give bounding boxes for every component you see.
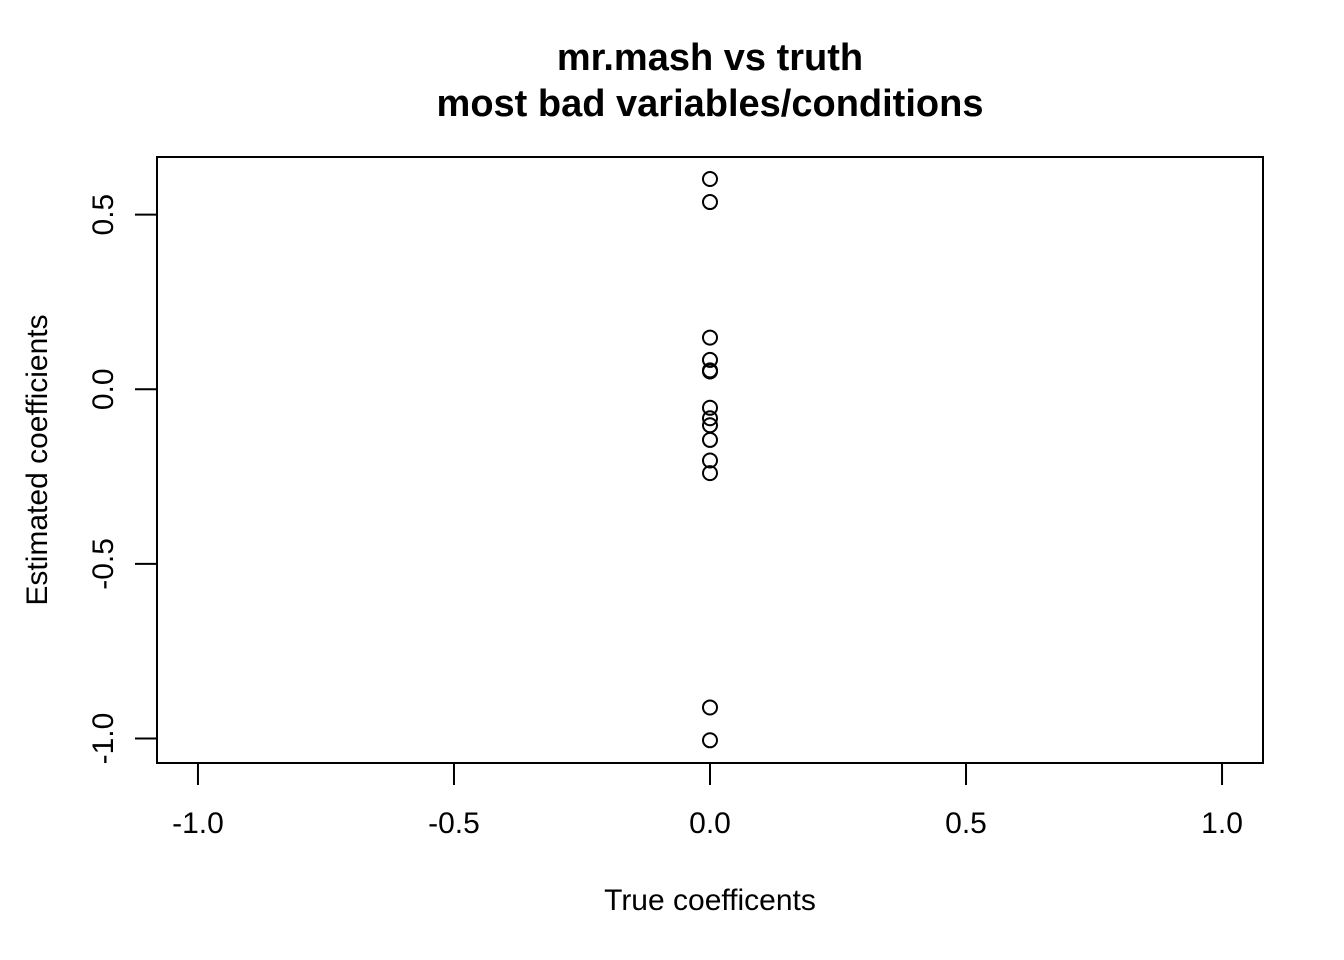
x-tick-label: 0.5 xyxy=(945,807,987,840)
data-point xyxy=(702,363,718,380)
data-points xyxy=(702,171,718,749)
y-tick-label: -1.0 xyxy=(87,713,120,765)
data-point xyxy=(702,699,718,716)
data-point xyxy=(702,329,718,346)
data-point xyxy=(702,194,718,211)
data-point xyxy=(702,351,718,368)
data-point xyxy=(702,399,718,416)
plot-frame xyxy=(156,156,1264,764)
y-axis: -1.0 -0.5 0.0 0.5 xyxy=(87,194,158,765)
y-tick-label: 0.5 xyxy=(87,194,120,236)
x-axis: -1.0 -0.5 0.0 0.5 1.0 xyxy=(172,762,1243,840)
x-tick-label: -0.5 xyxy=(428,807,480,840)
y-tick-label: -0.5 xyxy=(87,538,120,590)
chart-title: mr.mash vs truth xyxy=(557,37,863,79)
x-tick-label: -1.0 xyxy=(172,807,224,840)
x-tick-label: 1.0 xyxy=(1201,807,1243,840)
x-tick-label: 0.0 xyxy=(689,807,731,840)
data-point xyxy=(702,452,718,469)
data-point xyxy=(702,732,718,749)
x-axis-label: True coefficents xyxy=(604,884,816,917)
data-point xyxy=(702,171,718,188)
data-point xyxy=(702,410,718,427)
data-point xyxy=(702,465,718,482)
y-tick-label: 0.0 xyxy=(87,368,120,410)
chart-subtitle: most bad variables/conditions xyxy=(437,83,984,125)
y-axis-label: Estimated coefficients xyxy=(21,314,54,605)
data-point xyxy=(702,431,718,448)
